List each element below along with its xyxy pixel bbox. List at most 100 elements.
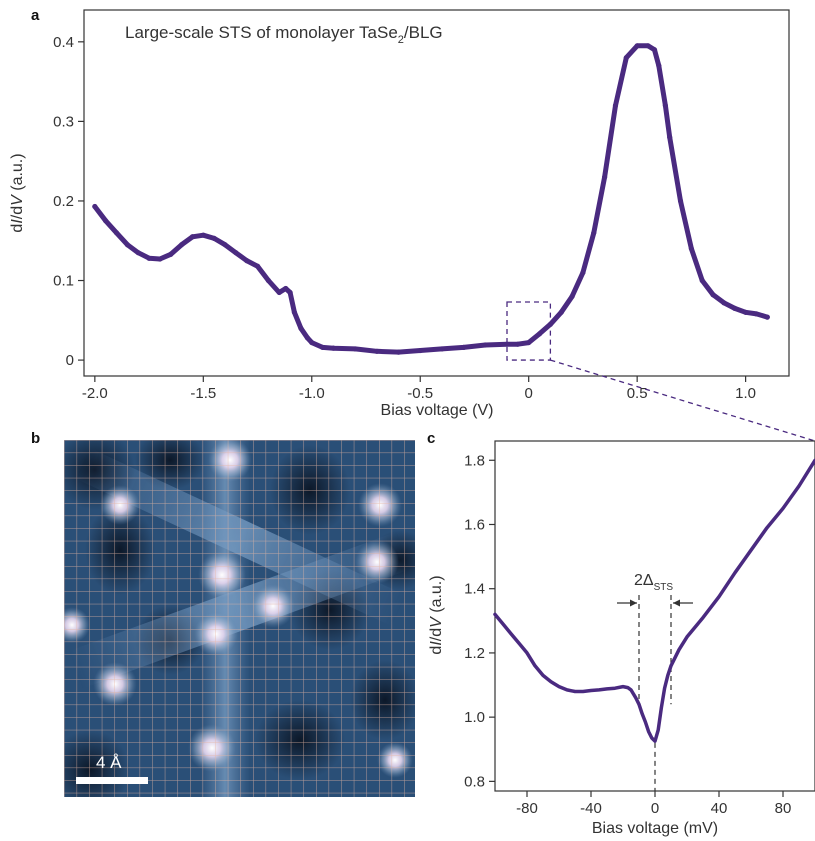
chart-a-data-point: [283, 285, 289, 292]
chart-a-data-point: [211, 235, 217, 241]
chart-a-ytick-label: 0: [66, 352, 74, 369]
chart-a-data-point: [536, 331, 543, 337]
chart-a-data-point: [244, 258, 250, 264]
chart-a-data-point: [320, 344, 326, 350]
chart-a-data-point: [124, 242, 130, 248]
chart-a-xtick-label: -1.5: [190, 385, 216, 402]
chart-a-data-point: [651, 47, 658, 53]
chart-a-data-point: [265, 277, 271, 284]
chart-c-xtick-label: -40: [580, 800, 602, 817]
chart-a-data-point: [304, 335, 311, 341]
chart-a-data-point: [222, 242, 228, 248]
chart-a-data-point: [482, 342, 488, 348]
chart-a-ytick-label: 0.2: [53, 193, 74, 210]
chart-a-xtick-label: 0: [525, 385, 533, 402]
chart-a-data-point: [146, 255, 152, 261]
chart-c-xtick-label: -80: [516, 800, 538, 817]
chart-a-xlabel: Bias voltage (V): [381, 402, 494, 419]
panel-a-label: a: [31, 7, 40, 24]
chart-a-data-point: [732, 305, 738, 311]
chart-a-data-point: [157, 256, 163, 262]
chart-a-data-point: [287, 289, 293, 296]
chart-a-xtick-label: -0.5: [407, 385, 433, 402]
chart-c-series-line: [493, 458, 815, 743]
scale-bar-label: 4 Å: [96, 753, 122, 772]
chart-a-data-point: [504, 341, 510, 347]
chart-a-data-point: [417, 347, 423, 354]
chart-a-data-point: [662, 102, 668, 109]
chart-a-data-point: [233, 250, 239, 256]
chart-a-data-point: [291, 309, 298, 315]
chart-a-ytick-label: 0.1: [53, 273, 74, 290]
chart-a-data-point: [135, 250, 141, 256]
chart-a-data-point: [764, 314, 770, 320]
chart-a-data-point: [276, 289, 282, 296]
chart-a-data-point: [743, 309, 749, 315]
chart-a-ytick-label: 0.3: [53, 113, 74, 130]
chart-c-xtick-label: 40: [711, 800, 728, 817]
panel-c-label: c: [427, 430, 435, 447]
chart-a-data-point: [612, 102, 619, 109]
chart-a-frame: [83, 9, 790, 377]
chart-a-data-point: [92, 203, 98, 210]
chart-a-data-point: [352, 346, 358, 352]
chart-a-data-point: [179, 242, 185, 248]
chart-a-data-point: [677, 198, 684, 204]
chart-c-xlabel: Bias voltage (mV): [592, 820, 718, 837]
gap-arrowhead-left: [630, 599, 637, 607]
chart-c-xtick-label: 80: [775, 800, 792, 817]
chart-a-data-point: [753, 311, 760, 317]
chart-a-data-point: [168, 251, 174, 257]
chart-a-data-point: [439, 346, 445, 352]
chart-a-data-point: [395, 349, 402, 355]
chart-a-data-point: [515, 341, 521, 347]
chart-c-ylabel: dI/dV (a.u.): [428, 575, 445, 654]
chart-a-data-point: [710, 292, 716, 298]
chart-a-data-point: [200, 232, 206, 238]
zoom-box: [506, 301, 552, 361]
chart-c-ytick-label: 1.4: [464, 581, 485, 598]
chart-a-data-point: [623, 55, 629, 61]
chart-a-data-point: [309, 339, 315, 346]
chart-c-xtick-label: 0: [651, 800, 659, 817]
scale-bar: [76, 777, 148, 784]
chart-a-data-point: [591, 230, 597, 236]
chart-a-data-point: [634, 43, 640, 49]
chart-c-ytick-label: 1.0: [464, 709, 485, 726]
chart-a-data-point: [667, 134, 673, 140]
chart-a-data-point: [103, 218, 109, 224]
chart-a-data-point: [721, 300, 727, 306]
chart-c-ytick-label: 1.2: [464, 645, 485, 662]
chart-a-data-point: [254, 263, 261, 269]
zoom-connector: [550, 359, 815, 442]
chart-a-xtick-label: -2.0: [82, 385, 108, 402]
chart-a-data-point: [113, 230, 120, 236]
chart-a-xtick-label: -1.0: [299, 385, 325, 402]
chart-a-ytick-label: 0.4: [53, 34, 74, 51]
stm-image: 4 Å: [64, 440, 415, 797]
chart-a-data-point: [374, 348, 380, 354]
chart-a-data-point: [558, 309, 564, 315]
chart-a-data-point: [688, 246, 694, 252]
chart-c-ytick-label: 1.6: [464, 516, 485, 533]
chart-a-xtick-label: 1.0: [735, 385, 756, 402]
gap-label: 2ΔSTS: [634, 572, 673, 593]
chart-a-data-point: [526, 339, 532, 346]
chart-a-data-point: [189, 234, 196, 240]
chart-a-data-point: [602, 174, 608, 180]
panel-b-label: b: [31, 430, 40, 447]
chart-a-series-line: [92, 43, 770, 355]
chart-a-xtick-label: 0.5: [627, 385, 648, 402]
chart-a-ylabel: dI/dV (a.u.): [9, 153, 26, 232]
chart-a-data-point: [656, 63, 662, 69]
chart-a-data-point: [330, 345, 337, 351]
chart-a-data-point: [580, 269, 586, 276]
chart-a-data-point: [298, 325, 304, 331]
chart-c-ytick-label: 1.8: [464, 452, 485, 469]
chart-a-data-point: [699, 277, 705, 284]
chart-a-title: Large-scale STS of monolayer TaSe2/BLG: [125, 23, 443, 46]
chart-a-data-point: [461, 344, 467, 350]
chart-c-ytick-label: 0.8: [464, 773, 485, 790]
chart-a-data-point: [569, 293, 575, 300]
